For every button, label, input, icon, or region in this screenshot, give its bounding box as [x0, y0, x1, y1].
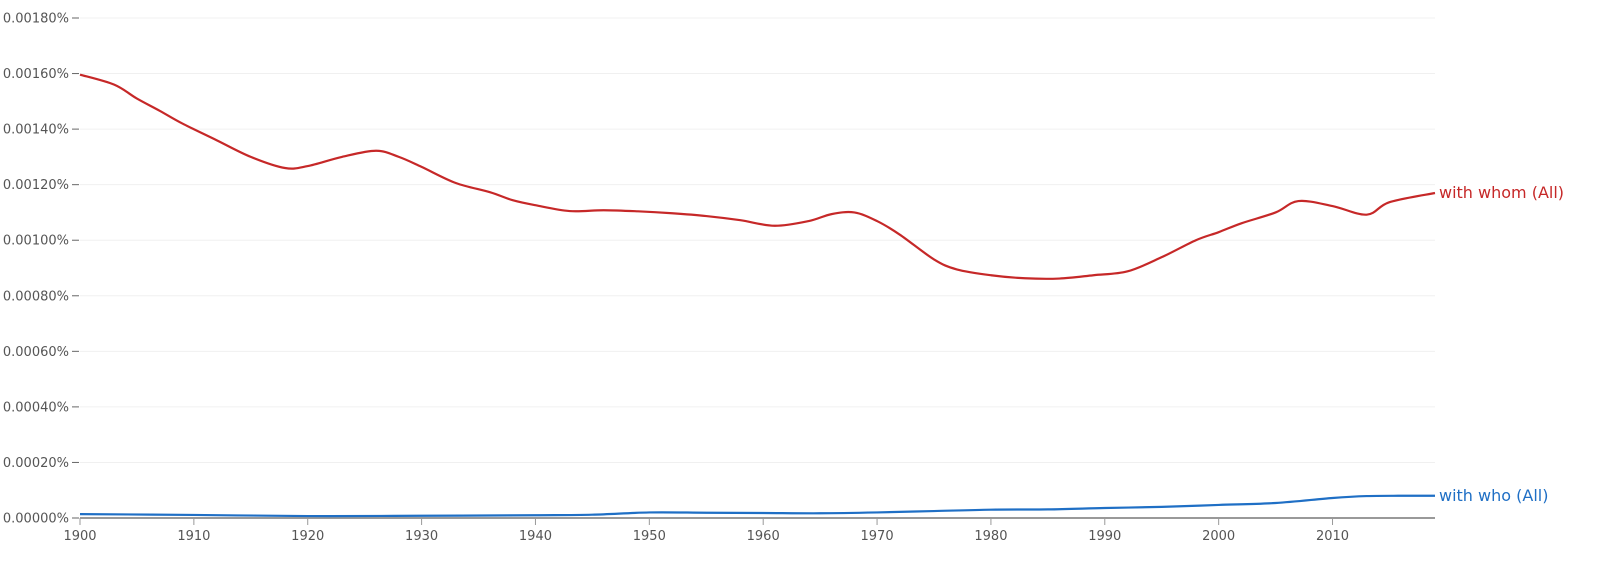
gridlines	[80, 17, 1435, 463]
y-tick-label: 0.00040%	[3, 400, 69, 415]
y-tick-label: 0.00140%	[3, 123, 69, 138]
x-tick-label: 1930	[405, 529, 438, 544]
series-label: with whom (All)	[1439, 183, 1564, 202]
x-tick-label: 1920	[291, 529, 324, 544]
x-tick-label: 1940	[519, 529, 552, 544]
x-tick-label: 1900	[63, 529, 96, 544]
y-tick-label: 0.00000%	[3, 512, 69, 527]
x-tick-label: 1970	[861, 529, 894, 544]
series-lines: with whom (All) with who (All)	[79, 73, 1564, 518]
x-tick-label: 1990	[1088, 529, 1121, 544]
x-tick-label: 1980	[974, 529, 1007, 544]
x-tick-label: 2000	[1202, 529, 1235, 544]
x-tick-label: 1910	[177, 529, 210, 544]
x-axis: 1900 1910 1920 1930 1940 1950 1960 1970 1980 1990…	[63, 517, 1435, 544]
y-tick-label: 0.00160%	[3, 67, 69, 82]
y-axis: 0.00000% 0.00020% 0.00040% 0.00060% 0.00080%…	[3, 12, 79, 527]
y-tick-label: 0.00080%	[3, 289, 69, 304]
series-line-with-who	[79, 494, 1436, 518]
y-tick-label: 0.00060%	[3, 345, 69, 360]
y-tick-label: 0.00020%	[3, 456, 69, 471]
x-tick-label: 1950	[633, 529, 666, 544]
y-tick-label: 0.00180%	[3, 12, 69, 27]
series-label: with who (All)	[1439, 486, 1548, 505]
x-tick-label: 2010	[1316, 529, 1349, 544]
x-tick-label: 1960	[747, 529, 780, 544]
y-tick-label: 0.00100%	[3, 234, 69, 249]
series-line-with-whom	[79, 73, 1436, 280]
y-tick-label: 0.00120%	[3, 178, 69, 193]
